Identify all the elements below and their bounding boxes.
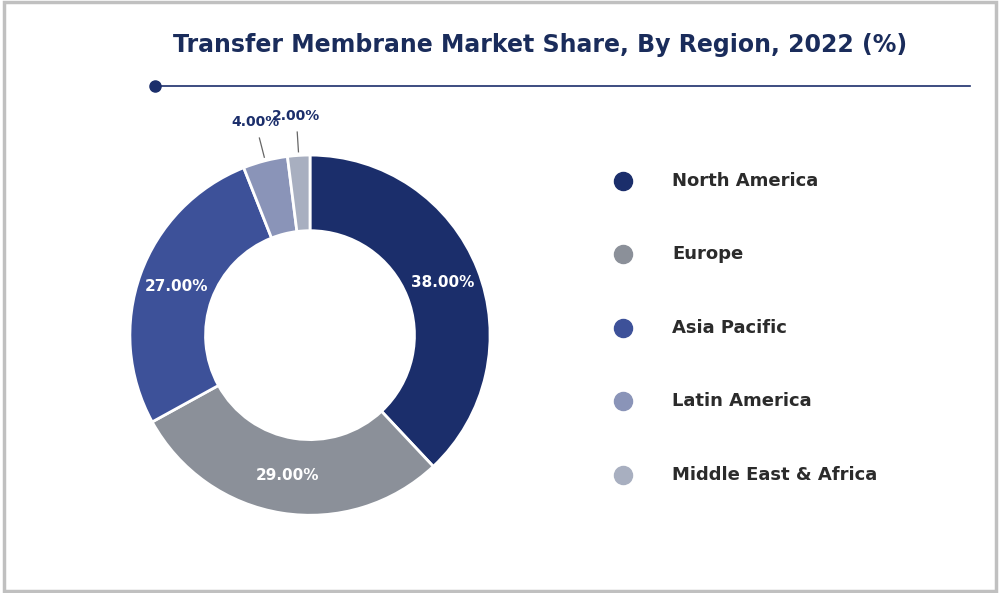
- Text: Asia Pacific: Asia Pacific: [672, 318, 787, 337]
- Wedge shape: [152, 385, 433, 515]
- Text: 4.00%: 4.00%: [231, 116, 279, 129]
- Text: North America: North America: [672, 171, 818, 190]
- Text: 38.00%: 38.00%: [411, 275, 474, 291]
- Text: Europe: Europe: [672, 245, 743, 263]
- Text: Latin America: Latin America: [672, 392, 812, 410]
- Wedge shape: [244, 157, 297, 238]
- Text: Middle East & Africa: Middle East & Africa: [672, 466, 877, 484]
- Wedge shape: [287, 155, 310, 231]
- Text: 2.00%: 2.00%: [272, 109, 320, 123]
- Wedge shape: [130, 168, 272, 422]
- Wedge shape: [310, 155, 490, 467]
- Text: 27.00%: 27.00%: [144, 279, 208, 295]
- Text: PRECEDENCE
RESEARCH: PRECEDENCE RESEARCH: [39, 52, 111, 84]
- Text: 29.00%: 29.00%: [256, 468, 319, 483]
- Text: Transfer Membrane Market Share, By Region, 2022 (%): Transfer Membrane Market Share, By Regio…: [173, 33, 907, 56]
